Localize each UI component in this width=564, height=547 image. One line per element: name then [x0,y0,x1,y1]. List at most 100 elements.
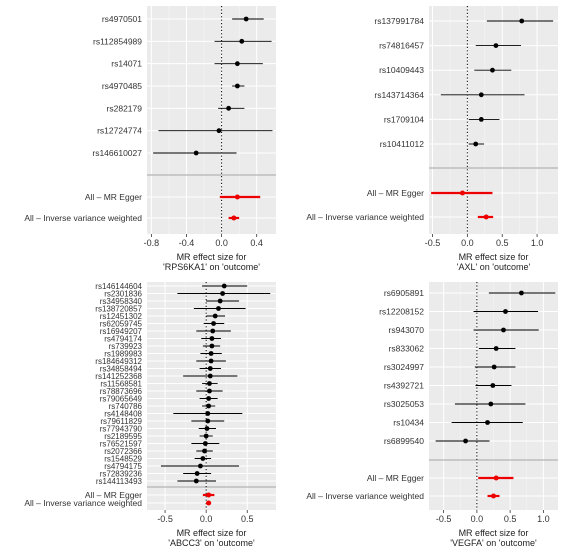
snp-label: rs137991784 [374,16,424,26]
x-axis-title: MR effect size for [177,528,247,538]
snp-label: rs74816457 [379,41,424,51]
snp-label: rs4794175 [104,462,142,471]
point-estimate [207,388,212,394]
point-estimate [519,18,525,24]
point-estimate [485,420,490,425]
snp-label: rs4392721 [384,381,424,391]
point-estimate [503,309,508,314]
snp-label: rs943070 [389,325,425,335]
summary-estimate [491,493,496,499]
snp-label: rs78873696 [100,387,143,396]
snp-label: rs3025053 [384,399,424,409]
snp-label: rs3024997 [384,362,424,372]
point-estimate [490,383,496,388]
snp-label: rs12724774 [97,126,142,136]
point-estimate [193,478,199,484]
x-tick-label: -0.5 [157,514,173,524]
snp-label: rs143714364 [374,90,424,100]
summary-label: All – Inverse variance weighted [306,212,424,222]
x-tick-label: 1.0 [531,238,544,248]
snp-label: rs4794174 [104,335,142,344]
snp-label: rs14071 [111,59,142,69]
summary-label: All – MR Egger [85,192,142,202]
x-axis-title: 'RPS6KA1' on 'outcome' [163,262,260,272]
summary-label: All – Inverse variance weighted [306,491,424,501]
summary-estimate [234,194,240,200]
snp-label: rs34958340 [100,297,143,306]
point-estimate [211,321,216,326]
point-estimate [490,67,495,73]
forest-panel: rs137991784 rs74816457 rs10409443 rs1437143… [306,6,558,272]
snp-label: rs76521597 [100,440,143,449]
snp-label: rs79611829 [100,417,142,426]
snp-label: rs138720857 [95,305,142,314]
point-estimate [193,150,199,156]
snp-label: rs10434 [393,418,424,428]
x-axis-title: 'AXL' on 'outcome' [457,262,531,272]
x-axis-title: MR effect size for [459,528,529,538]
point-estimate [216,128,222,134]
point-estimate [501,327,506,333]
point-estimate [208,358,214,364]
point-estimate [478,117,484,122]
snp-label: rs1709104 [384,114,424,124]
summary-estimate [493,475,499,481]
snp-label: rs10409443 [379,65,424,75]
snp-label: rs740786 [109,402,143,411]
snp-label: rs144113493 [96,477,143,486]
point-estimate [209,336,215,341]
plot-background [429,6,558,234]
snp-label: rs1989983 [104,350,142,359]
point-estimate [200,456,206,461]
point-estimate [216,306,221,311]
point-estimate [205,411,211,416]
point-estimate [207,366,213,371]
point-estimate [234,83,240,89]
summary-label: All – MR Egger [367,188,424,198]
x-tick-label: 0.0 [471,514,484,524]
snp-label: rs2301836 [104,290,142,299]
summary-label: All – MR Egger [85,490,142,500]
snp-label: rs4970501 [102,14,142,24]
snp-label: rs739923 [109,342,143,351]
snp-label: rs4970485 [102,81,142,91]
point-estimate [212,313,218,319]
snp-label: rs112854989 [93,36,142,46]
point-estimate [202,448,207,454]
x-tick-label: -0.5 [425,238,441,248]
snp-label: rs16949207 [100,327,143,336]
forest-panel: rs4970501 rs112854989 rs14071 rs4970485 rs28… [24,6,276,272]
x-axis-title: 'VEGFA' on 'outcome' [450,538,537,547]
point-estimate [203,433,209,439]
summary-label: All – Inverse variance weighted [24,498,142,508]
point-estimate [478,92,484,98]
snp-label: rs141252368 [95,372,142,381]
summary-label: All – MR Egger [367,473,424,483]
summary-estimate [483,214,489,220]
snp-label: rs79065649 [100,395,143,404]
point-estimate [207,381,212,386]
snp-label: rs12208152 [379,307,424,317]
point-estimate [488,401,494,407]
snp-label: rs184649312 [95,357,142,366]
point-estimate [204,426,210,431]
x-axis-title: MR effect size for [459,252,529,262]
snp-label: rs11568581 [100,380,142,389]
x-tick-label: 0.5 [504,514,517,524]
snp-label: rs62059745 [100,320,143,329]
summary-estimate [206,500,212,506]
x-tick-label: 0.5 [496,238,509,248]
summary-estimate [206,492,212,498]
snp-label: rs34858494 [100,365,143,374]
x-tick-label: 1.0 [537,514,550,524]
point-estimate [491,364,497,370]
summary-estimate [231,215,237,221]
point-estimate [493,43,499,48]
point-estimate [207,373,213,379]
point-estimate [234,61,240,67]
x-axis-title: MR effect size for [177,252,247,262]
snp-label: rs2189595 [104,432,142,441]
snp-label: rs282179 [107,103,143,113]
point-estimate [217,298,223,304]
